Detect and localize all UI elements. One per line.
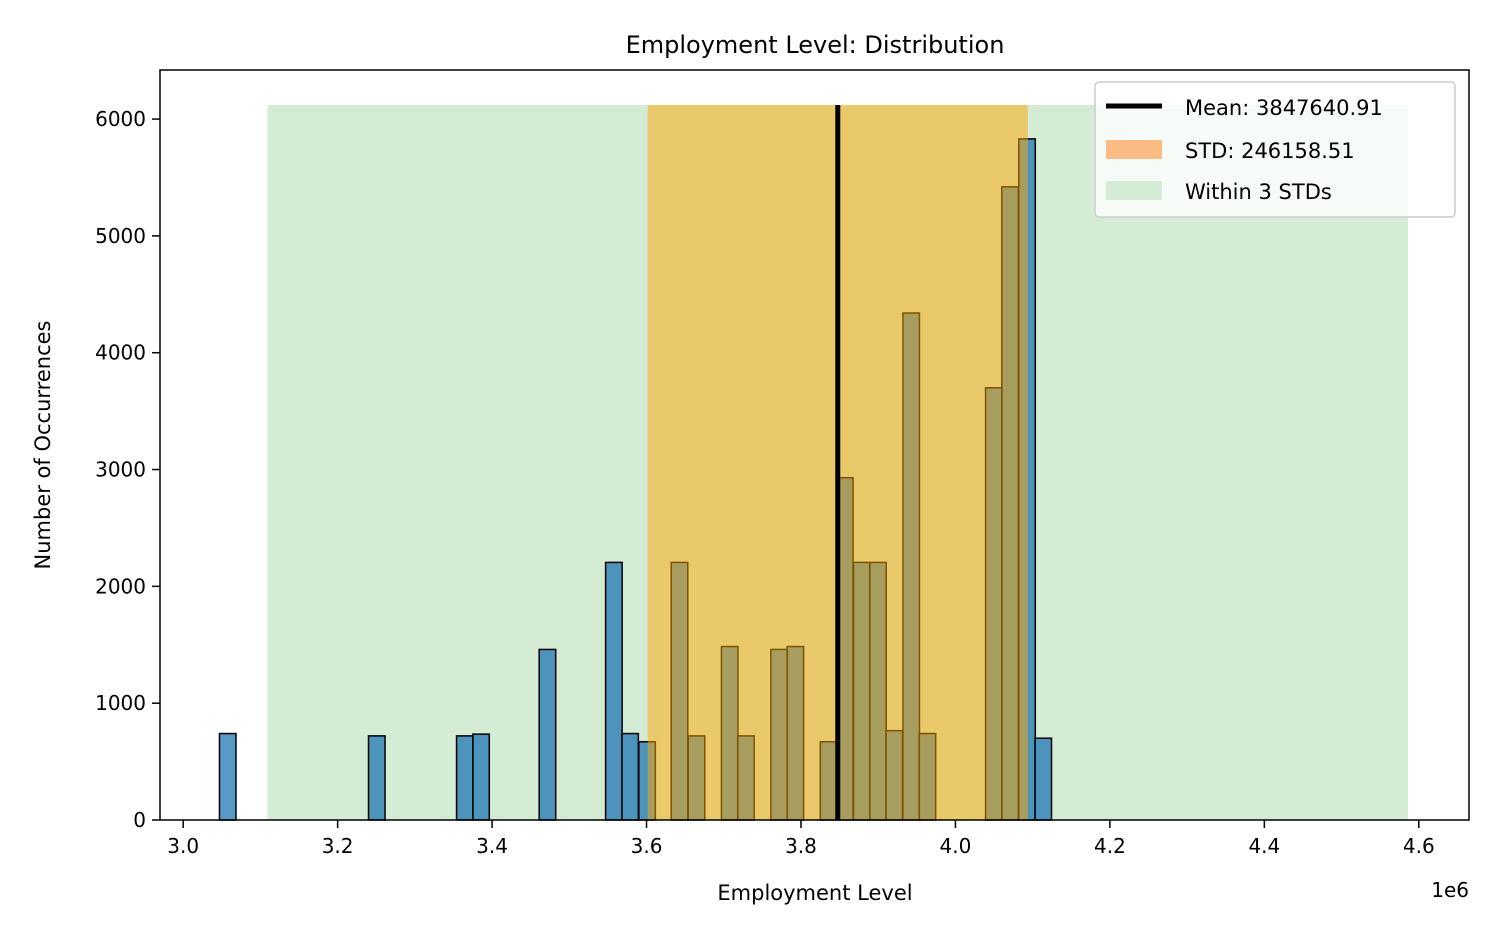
y-tick-label: 6000 <box>95 107 146 131</box>
plot-frame <box>159 69 1470 821</box>
x-tick-label: 4.0 <box>940 834 972 858</box>
chart-title: Employment Level: Distribution <box>626 31 1005 59</box>
x-tick-label: 4.6 <box>1403 834 1435 858</box>
x-tick-label: 3.6 <box>631 834 663 858</box>
legend-box <box>1094 81 1456 218</box>
x-tick-label: 4.4 <box>1248 834 1280 858</box>
x-tick-label: 4.2 <box>1094 834 1126 858</box>
histogram-bar <box>472 733 491 821</box>
x-axis-offset-label: 1e6 <box>1431 878 1469 902</box>
histogram-bar <box>538 648 557 821</box>
y-tick-label: 2000 <box>95 574 146 598</box>
y-tick-label: 1000 <box>95 691 146 715</box>
legend: Mean: 3847640.91 STD: 246158.51 Within 3… <box>1094 81 1456 218</box>
x-axis-ticks: 3.0 3.2 3.4 3.6 3.8 4.0 4.2 4.4 4.6 <box>167 820 1435 858</box>
y-tick-label: 4000 <box>95 341 146 365</box>
legend-std-swatch <box>1106 140 1162 159</box>
legend-mean-label: Mean: 3847640.91 <box>1185 96 1383 120</box>
x-tick-label: 3.4 <box>476 834 508 858</box>
histogram-bar <box>604 561 623 821</box>
x-axis-label: Employment Level <box>717 881 912 905</box>
y-axis-ticks: 0 1000 2000 3000 4000 5000 6000 <box>95 107 160 832</box>
y-axis-label: Number of Occurrences <box>31 321 55 570</box>
histogram-bar <box>621 732 640 821</box>
histogram-bar <box>455 735 474 821</box>
x-tick-label: 3.2 <box>322 834 354 858</box>
y-tick-label: 0 <box>133 808 146 832</box>
x-tick-label: 3.0 <box>167 834 199 858</box>
legend-std-label: STD: 246158.51 <box>1185 139 1355 163</box>
legend-within-swatch <box>1106 181 1162 200</box>
x-tick-label: 3.8 <box>785 834 817 858</box>
y-tick-label: 3000 <box>95 458 146 482</box>
histogram-bar <box>218 732 237 821</box>
legend-within-label: Within 3 STDs <box>1185 180 1332 204</box>
y-tick-label: 5000 <box>95 224 146 248</box>
histogram-bar <box>1034 737 1053 821</box>
histogram-bar <box>367 735 386 821</box>
